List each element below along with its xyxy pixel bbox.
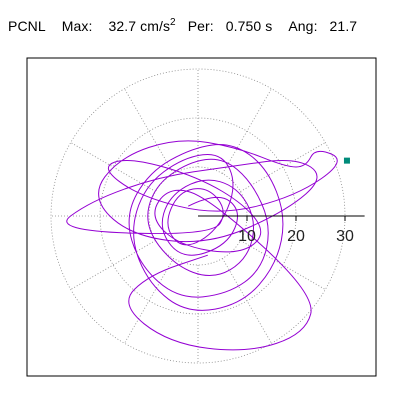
max-unit: cm/s2	[140, 17, 176, 34]
max-value: 32.7	[108, 18, 137, 34]
grid-spoke	[222, 258, 272, 344]
period-value: 0.750 s	[225, 18, 273, 34]
angle-value: 21.7	[329, 18, 358, 34]
grid-spoke	[124, 88, 174, 174]
max-unit-base: cm/s	[140, 18, 171, 34]
radial-tick-label: 20	[287, 228, 305, 245]
plot-border	[26, 57, 377, 377]
trajectory-layer	[66, 140, 338, 351]
radial-tick-label: 30	[336, 228, 354, 245]
period-label: Per:	[187, 18, 214, 34]
trajectory-line	[66, 140, 338, 351]
max-marker	[343, 157, 350, 164]
marker-layer	[343, 157, 350, 164]
max-unit-exponent: 2	[170, 17, 176, 28]
max-label: Max:	[61, 18, 93, 34]
grid-spoke	[240, 240, 326, 290]
radial-axis: 10 20 30	[198, 215, 365, 245]
grid-spoke	[70, 240, 156, 290]
grid-spoke	[222, 88, 272, 174]
station-code: PCNL	[8, 18, 46, 34]
radial-tick-label: 10	[238, 228, 256, 245]
chart-header: PCNL Max: 32.7 cm/s2 Per: 0.750 s Ang: 2…	[8, 17, 357, 34]
angle-label: Ang:	[288, 18, 318, 34]
grid-spoke	[124, 258, 174, 344]
grid-spoke	[240, 142, 326, 192]
